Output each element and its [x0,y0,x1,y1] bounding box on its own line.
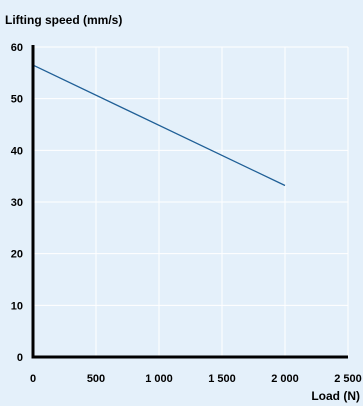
x-tick-labels: 0 500 1 000 1 500 2 000 2 500 [30,373,362,385]
grid [33,46,349,357]
x-tick-label: 2 000 [271,373,299,385]
y-tick-label: 20 [11,249,23,261]
series-group [32,64,286,187]
y-tick-label: 40 [11,145,23,157]
y-tick-label: 50 [11,94,23,106]
y-tick-label: 0 [17,352,23,364]
x-tick-label: 1 500 [208,373,236,385]
x-tick-label: 0 [30,373,36,385]
x-axis-title: Load (N) [311,389,360,403]
y-tick-label: 10 [11,300,23,312]
y-axis-title: Lifting speed (mm/s) [5,13,122,27]
series-line-0 [32,64,286,187]
x-tick-label: 1 000 [145,373,173,385]
x-tick-label: 500 [87,373,105,385]
y-tick-label: 60 [11,42,23,54]
axes [31,45,348,359]
y-tick-label: 30 [11,197,23,209]
x-tick-label: 2 500 [334,373,362,385]
y-tick-labels: 0 10 20 30 40 50 60 [11,42,23,364]
